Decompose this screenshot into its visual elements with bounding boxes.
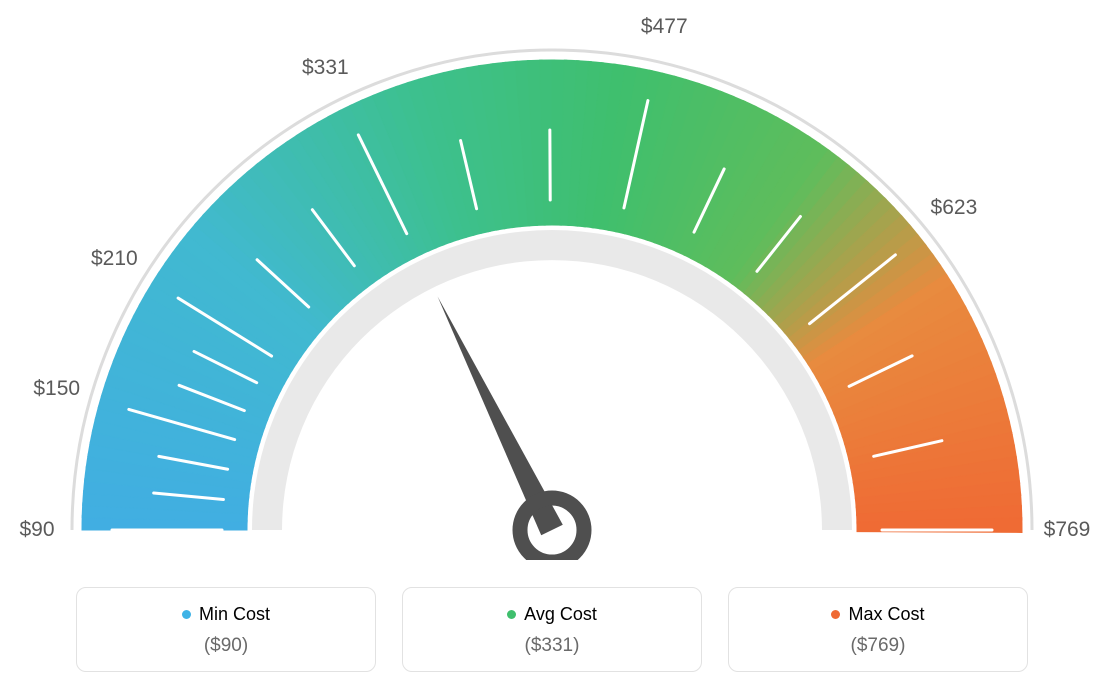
legend-label-avg: Avg Cost (524, 604, 597, 625)
legend-dot-min (182, 610, 191, 619)
legend-card-max: Max Cost ($769) (728, 587, 1028, 672)
gauge-tick-label: $623 (931, 196, 978, 220)
gauge-tick-label: $210 (91, 247, 138, 271)
legend-row: Min Cost ($90) Avg Cost ($331) Max Cost … (0, 587, 1104, 672)
gauge-chart: $90 $150 $210 $331 $477 $623 $769 (0, 0, 1104, 560)
gauge-svg (0, 0, 1104, 560)
gauge-tick-label: $90 (19, 518, 54, 542)
gauge-tick-label: $769 (1044, 518, 1091, 542)
legend-dot-max (831, 610, 840, 619)
gauge-tick-label: $477 (641, 15, 688, 39)
legend-title-max: Max Cost (831, 604, 924, 625)
legend-value-max: ($769) (739, 635, 1017, 657)
legend-title-avg: Avg Cost (507, 604, 597, 625)
gauge-tick-label: $150 (33, 377, 80, 401)
legend-dot-avg (507, 610, 516, 619)
legend-card-min: Min Cost ($90) (76, 587, 376, 672)
legend-label-min: Min Cost (199, 604, 270, 625)
gauge-tick-label: $331 (302, 56, 349, 80)
legend-title-min: Min Cost (182, 604, 270, 625)
legend-value-min: ($90) (87, 635, 365, 657)
legend-value-avg: ($331) (413, 635, 691, 657)
legend-label-max: Max Cost (848, 604, 924, 625)
legend-card-avg: Avg Cost ($331) (402, 587, 702, 672)
